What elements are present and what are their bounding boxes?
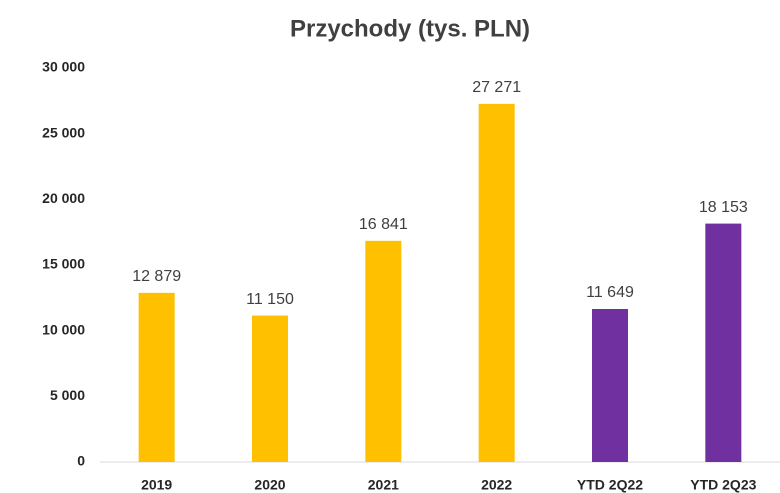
chart-title: Przychody (tys. PLN) — [290, 15, 530, 42]
bar — [252, 315, 288, 462]
bar — [365, 240, 402, 462]
value-label: 11 649 — [586, 284, 634, 301]
value-label: 12 879 — [132, 268, 181, 285]
x-tick-label: YTD 2Q23 — [690, 477, 756, 493]
y-tick-label: 10 000 — [42, 321, 85, 337]
x-tick-label: YTD 2Q22 — [577, 477, 643, 493]
value-label: 11 150 — [246, 291, 294, 308]
bar — [592, 309, 628, 462]
x-tick-label: 2021 — [368, 477, 399, 493]
value-label: 16 841 — [359, 216, 408, 233]
bar — [478, 103, 515, 462]
y-tick-label: 0 — [77, 453, 85, 469]
x-tick-label: 2019 — [141, 477, 172, 493]
y-tick-label: 15 000 — [42, 256, 85, 272]
bar — [705, 223, 742, 462]
value-label: 27 271 — [472, 79, 521, 96]
x-tick-label: 2020 — [254, 477, 285, 493]
y-tick-label: 25 000 — [42, 124, 85, 140]
value-label: 18 153 — [699, 199, 748, 216]
y-tick-label: 30 000 — [42, 59, 85, 75]
bar — [138, 292, 175, 462]
x-tick-label: 2022 — [481, 477, 512, 493]
y-tick-label: 5 000 — [50, 387, 85, 403]
y-tick-label: 20 000 — [42, 190, 85, 206]
